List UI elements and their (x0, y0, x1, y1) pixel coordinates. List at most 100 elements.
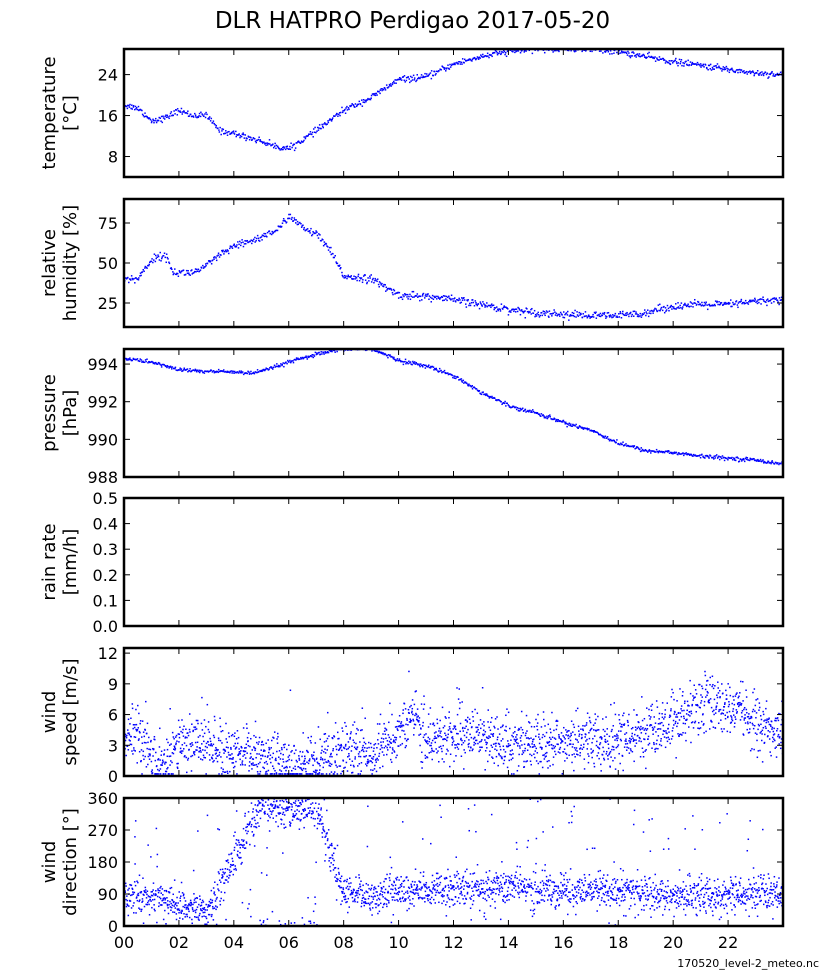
data-point (231, 733, 234, 736)
data-point (775, 461, 777, 464)
data-point (586, 748, 588, 750)
data-point (714, 457, 716, 459)
data-point (377, 91, 379, 93)
data-point (223, 369, 225, 371)
data-point (172, 773, 174, 775)
data-point (564, 423, 567, 425)
data-point (266, 763, 269, 765)
data-point (650, 705, 652, 707)
data-point (633, 52, 635, 54)
data-point (622, 441, 624, 443)
data-point (334, 722, 337, 724)
data-point (147, 755, 150, 758)
data-point (254, 749, 256, 752)
data-point (280, 147, 282, 150)
data-point (632, 446, 635, 448)
data-point (656, 58, 659, 61)
data-point (326, 351, 329, 353)
data-point (313, 232, 316, 235)
data-point (258, 741, 260, 743)
data-point (249, 240, 251, 243)
data-point (149, 117, 151, 120)
data-point (214, 719, 216, 722)
data-point (146, 747, 148, 750)
data-point (565, 729, 567, 731)
data-point (258, 136, 260, 139)
data-point (196, 116, 198, 119)
data-point (488, 395, 490, 398)
data-point (459, 61, 461, 63)
data-point (755, 72, 758, 74)
data-point (191, 115, 193, 118)
data-point (758, 709, 760, 711)
data-point (245, 747, 247, 749)
data-point (697, 727, 699, 729)
data-point (522, 312, 525, 314)
data-point (767, 730, 769, 732)
data-point (754, 704, 757, 707)
data-point (665, 60, 667, 62)
data-point (174, 736, 177, 738)
data-point (298, 757, 300, 760)
data-point (415, 80, 417, 83)
data-point (429, 744, 431, 747)
data-point (682, 715, 685, 718)
data-point (663, 311, 666, 314)
data-point (239, 764, 242, 766)
data-point (660, 306, 663, 309)
data-point (683, 709, 685, 712)
data-point (125, 359, 128, 361)
data-point (671, 59, 673, 62)
data-point (595, 317, 598, 319)
data-point (600, 50, 602, 52)
data-point (353, 741, 355, 744)
data-point (358, 755, 360, 758)
data-point (259, 139, 262, 141)
data-point (560, 742, 562, 744)
data-point (259, 140, 261, 142)
data-point (161, 764, 163, 766)
data-point (752, 299, 754, 302)
data-point (406, 362, 409, 364)
data-point (225, 370, 227, 373)
data-point (128, 281, 130, 284)
data-point (543, 415, 545, 417)
data-point (154, 260, 157, 263)
data-point (213, 715, 216, 718)
data-point (210, 756, 213, 759)
data-point (583, 768, 586, 770)
data-point (472, 716, 474, 718)
data-point (245, 723, 248, 725)
data-point (749, 749, 752, 752)
y-tick-label: 0.3 (93, 540, 118, 559)
data-point (754, 297, 756, 300)
data-point (448, 373, 450, 375)
data-point (421, 299, 423, 301)
data-point (452, 63, 455, 66)
data-point (498, 52, 500, 55)
data-point (159, 363, 161, 366)
data-point (685, 713, 688, 715)
data-point (243, 750, 245, 753)
data-point (463, 299, 466, 301)
data-point (740, 704, 742, 706)
data-point (743, 460, 746, 463)
data-point (265, 742, 267, 745)
data-point (635, 447, 638, 449)
data-point (776, 72, 779, 75)
data-point (657, 304, 660, 306)
data-point (556, 418, 558, 421)
data-point (522, 750, 524, 752)
data-point (397, 291, 399, 294)
data-point (266, 368, 269, 370)
data-point (250, 239, 252, 241)
data-point (619, 762, 621, 765)
data-point (383, 353, 385, 356)
data-point (759, 715, 762, 717)
data-point (616, 439, 618, 441)
data-point (199, 269, 202, 271)
data-point (295, 219, 297, 221)
data-point (634, 745, 636, 747)
data-point (299, 142, 302, 145)
data-point (766, 72, 769, 75)
